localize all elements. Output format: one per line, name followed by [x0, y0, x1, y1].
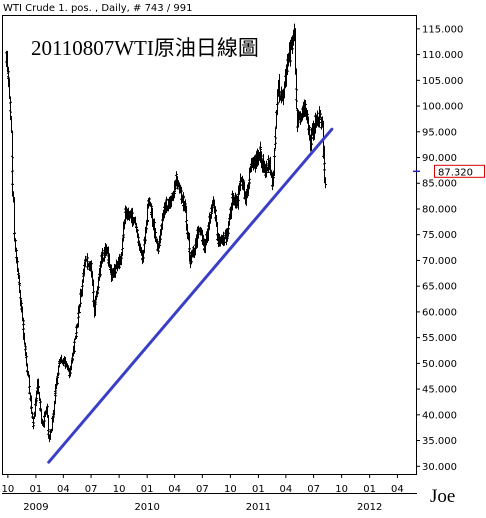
price-bar — [28, 374, 31, 388]
x-tick-label: 01 — [141, 484, 154, 495]
chart-title: 20110807WTI原油日線圖 — [31, 36, 259, 60]
y-tick-label: 105.000 — [422, 76, 463, 87]
x-tick-label: 04 — [391, 484, 404, 495]
year-label: 2012 — [357, 502, 382, 513]
last-price-box — [434, 164, 485, 178]
price-bars — [5, 23, 327, 443]
header-text: WTI Crude 1. pos. , Daily, # 743 / 991 — [3, 3, 192, 14]
year-label: 2011 — [246, 502, 271, 513]
price-bar — [154, 230, 157, 242]
y-tick-label: 115.000 — [422, 24, 463, 35]
x-axis: 10 01 04 07 10 01 04 07 10 01 04 07 10 01 04 2009 2010 20… — [2, 474, 404, 513]
y-tick-label: 75.000 — [422, 230, 457, 241]
y-tick-label: 40.000 — [422, 410, 457, 421]
x-tick-label: 10 — [2, 484, 15, 495]
y-axis: 30.000 35.000 40.000 45.000 50.000 55.000 60.0… — [416, 24, 463, 473]
y-tick-label: 85.000 — [422, 179, 457, 190]
x-tick-label: 04 — [57, 484, 70, 495]
x-tick-label: 01 — [252, 484, 265, 495]
y-tick-label: 60.000 — [422, 307, 457, 318]
x-tick-label: 04 — [279, 484, 292, 495]
plot-frame — [2, 15, 417, 475]
y-tick-label: 70.000 — [422, 256, 457, 267]
last-price-group: 87.320 — [413, 164, 485, 178]
x-tick-label: 07 — [307, 484, 320, 495]
x-tick-label: 10 — [335, 484, 348, 495]
y-tick-label: 65.000 — [422, 282, 457, 293]
price-bar — [47, 414, 50, 431]
x-tick-label: 01 — [363, 484, 376, 495]
y-tick-label: 95.000 — [422, 127, 457, 138]
y-tick-label: 30.000 — [422, 462, 457, 473]
y-tick-label: 45.000 — [422, 385, 457, 396]
x-tick-label: 04 — [168, 484, 181, 495]
y-tick-label: 100.000 — [422, 102, 463, 113]
trendline-group — [47, 127, 334, 464]
trendline — [47, 127, 334, 464]
y-tick-label: 35.000 — [422, 436, 457, 447]
x-tick-label: 10 — [224, 484, 237, 495]
price-bar — [324, 177, 327, 189]
y-tick-label: 50.000 — [422, 359, 457, 370]
y-tick-label: 110.000 — [422, 50, 463, 61]
signature: Joe — [430, 486, 455, 507]
last-price-label: 87.320 — [438, 167, 473, 178]
year-label: 2010 — [134, 502, 159, 513]
x-tick-label: 07 — [196, 484, 209, 495]
year-label: 2009 — [23, 502, 48, 513]
price-bar — [273, 148, 276, 162]
x-tick-label: 07 — [85, 484, 98, 495]
y-tick-label: 90.000 — [422, 153, 457, 164]
price-bar — [295, 95, 298, 110]
y-tick-label: 80.000 — [422, 204, 457, 215]
y-tick-label: 55.000 — [422, 333, 457, 344]
x-tick-label: 10 — [113, 484, 126, 495]
x-tick-label: 01 — [30, 484, 43, 495]
